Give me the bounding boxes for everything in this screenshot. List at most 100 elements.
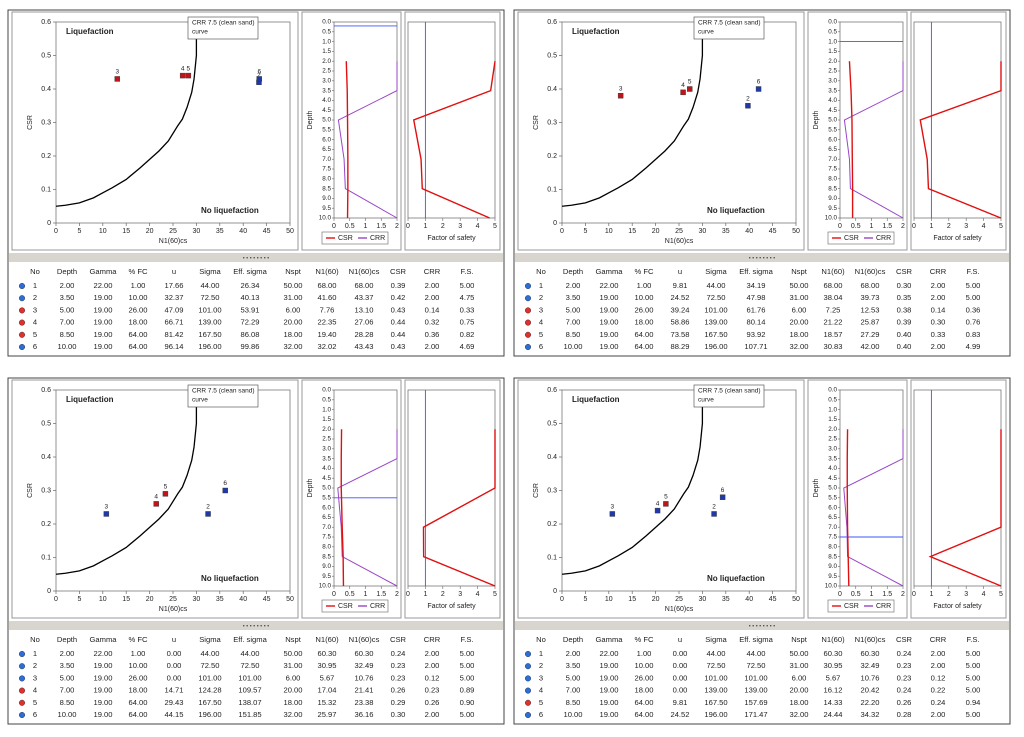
- splitter-grip: [766, 625, 768, 627]
- y-tick-label: 0.6: [41, 387, 51, 394]
- x-tick-label: 40: [745, 596, 753, 603]
- chart-box: [910, 11, 1007, 251]
- data-point: [114, 76, 121, 82]
- y-tick-label: 0.1: [547, 554, 557, 561]
- y-tick-label: 2.5: [828, 68, 837, 75]
- table-header: Nspt: [791, 267, 808, 276]
- table-cell: 7.76: [320, 305, 335, 314]
- table-cell: 6.00: [286, 305, 301, 314]
- row-status-dot: [18, 331, 25, 338]
- x-tick-label: 30: [699, 228, 707, 235]
- table-cell: 0.23: [897, 673, 912, 682]
- table-cell: 64.00: [634, 330, 653, 339]
- splitter-grip: [257, 257, 259, 259]
- table-cell: 18.00: [128, 318, 147, 327]
- x-tick-label: 1.5: [376, 223, 386, 230]
- table-cell: 5: [539, 330, 543, 339]
- x-tick-label: 35: [722, 596, 730, 603]
- splitter-grip: [759, 257, 761, 259]
- table-cell: 139.00: [704, 318, 727, 327]
- table-cell: 32.02: [317, 342, 336, 351]
- x-tick-label: 1.5: [882, 591, 892, 598]
- data-point: [103, 511, 110, 517]
- point-label: 6: [257, 69, 261, 76]
- row-status-dot: [524, 687, 531, 694]
- y-tick-label: 0.2: [41, 153, 51, 160]
- y-tick-label: 8.5: [828, 185, 837, 192]
- table-cell: 43.37: [354, 293, 373, 302]
- table-cell: 5.00: [566, 305, 581, 314]
- row-status-dot: [18, 687, 25, 694]
- csr-line: [848, 61, 854, 218]
- table-cell: 17.66: [164, 281, 183, 290]
- table-header: Sigma: [705, 267, 727, 276]
- point-label: 5: [688, 79, 692, 86]
- table-cell: 30.83: [823, 342, 842, 351]
- plot-area: 123456: [56, 22, 262, 207]
- table-cell: 7.00: [566, 318, 581, 327]
- table-cell: 34.19: [746, 281, 765, 290]
- table-cell: 64.00: [128, 710, 147, 719]
- y-tick-label: 1.5: [322, 48, 331, 55]
- x-tick-label: 20: [146, 596, 154, 603]
- table-cell: 42.00: [860, 342, 879, 351]
- table-cell: 0.00: [673, 649, 688, 658]
- table-cell: 30.95: [317, 661, 336, 670]
- table-cell: 32.37: [164, 293, 183, 302]
- x-tick-label: 5: [493, 591, 497, 598]
- chart-box: [807, 379, 908, 619]
- table-cell: 10.76: [354, 673, 373, 682]
- row-status-dot: [18, 283, 25, 290]
- table-cell: 124.28: [198, 686, 221, 695]
- table-cell: 2.00: [931, 649, 946, 658]
- crr-curve: [562, 390, 704, 575]
- table-cell: 19.00: [93, 686, 112, 695]
- table-cell: 2.00: [931, 342, 946, 351]
- table-cell: 20.00: [283, 318, 302, 327]
- data-point: [609, 511, 616, 517]
- x-tick-label: 0.5: [345, 223, 355, 230]
- data-point: [654, 507, 661, 514]
- table-cell: 4: [33, 318, 37, 327]
- y-tick-label: 9.0: [828, 563, 837, 570]
- table-cell: 80.14: [746, 318, 765, 327]
- y-tick-label: 10.0: [319, 215, 332, 222]
- splitter: [515, 621, 1009, 630]
- table-cell: 1: [539, 281, 543, 290]
- table-cell: 0.00: [167, 673, 182, 682]
- table-cell: 22.00: [599, 281, 618, 290]
- splitter-grip: [253, 257, 255, 259]
- x-tick-label: 4: [476, 223, 480, 230]
- y-tick-label: 7.0: [322, 524, 331, 531]
- table-cell: 17.04: [317, 686, 336, 695]
- y-tick-label: 10.0: [319, 583, 332, 590]
- y-tick-label: 7.5: [828, 534, 837, 541]
- table-cell: 5.00: [966, 661, 981, 670]
- table-cell: 23.38: [354, 698, 373, 707]
- y-tick-label: 0.6: [547, 387, 557, 394]
- table-cell: 32.00: [283, 342, 302, 351]
- table-cell: 0.00: [673, 673, 688, 682]
- y-tick-label: 5.0: [828, 117, 837, 124]
- table-cell: 31.00: [789, 661, 808, 670]
- table-cell: 22.20: [860, 698, 879, 707]
- y-axis-label: CSR: [27, 483, 34, 498]
- table-cell: 36.16: [354, 710, 373, 719]
- y-tick-label: 9.5: [322, 205, 331, 212]
- table-cell: 5.00: [460, 710, 475, 719]
- table-header: CSR: [896, 635, 913, 644]
- table-cell: 0.33: [460, 305, 475, 314]
- table-header: N1(60)cs: [855, 635, 886, 644]
- table-cell: 2.00: [931, 710, 946, 719]
- splitter-grip: [264, 625, 266, 627]
- table-header: Nspt: [285, 635, 302, 644]
- y-tick-label: 7.0: [322, 156, 331, 163]
- table-cell: 72.29: [240, 318, 259, 327]
- legend-label: CSR: [844, 603, 859, 610]
- x-tick-label: 5: [999, 591, 1003, 598]
- legend-label: CRR: [876, 603, 891, 610]
- splitter-grip: [253, 625, 255, 627]
- y-tick-label: 6.5: [828, 514, 837, 521]
- table-cell: 6: [33, 710, 37, 719]
- table-cell: 196.00: [704, 710, 727, 719]
